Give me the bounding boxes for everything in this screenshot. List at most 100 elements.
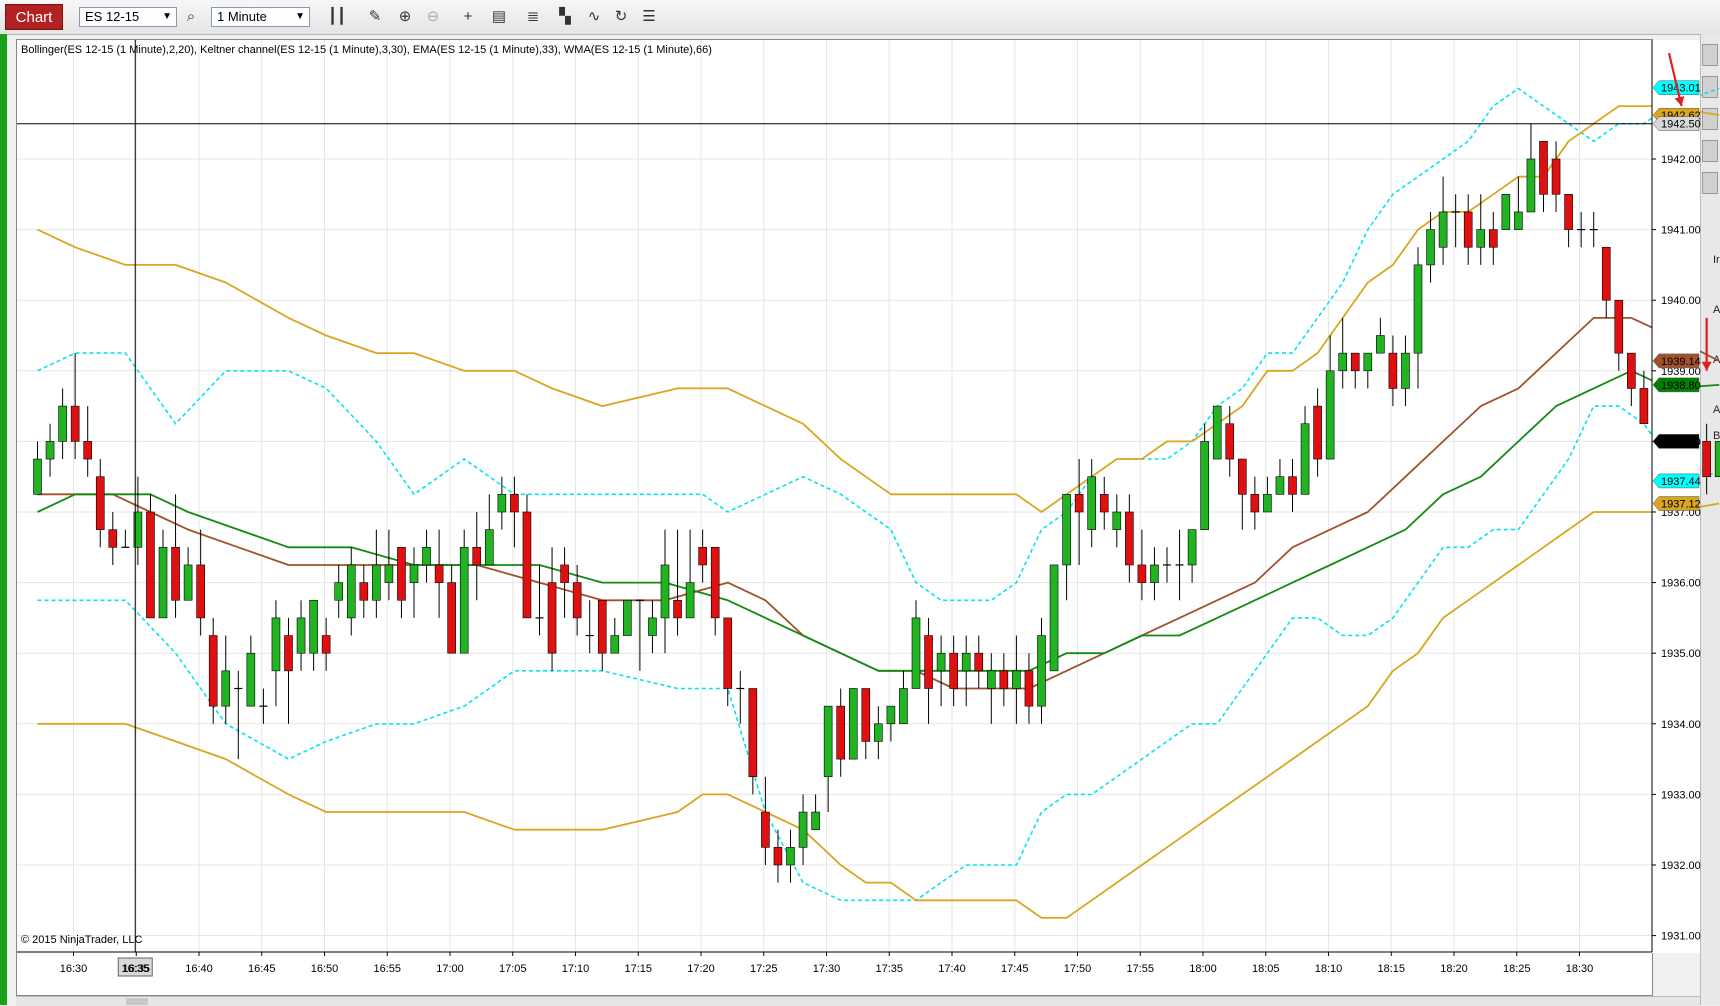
candle — [71, 353, 79, 459]
candle — [1540, 141, 1548, 212]
candle-body — [962, 653, 970, 671]
grid — [17, 40, 1652, 952]
candle-body — [347, 565, 355, 618]
candle — [536, 565, 544, 636]
candle-body — [335, 583, 343, 601]
candle-body — [372, 565, 380, 600]
candle-body — [1514, 212, 1522, 230]
candle — [222, 636, 230, 724]
candle-body — [623, 600, 631, 635]
x-tick-label: 17:00 — [436, 963, 464, 975]
copyright-text: © 2015 NinjaTrader, LLC — [21, 934, 142, 946]
candle — [59, 388, 67, 459]
candle — [1038, 618, 1046, 724]
candle-body — [1640, 388, 1648, 423]
candle-body — [648, 618, 656, 636]
candle — [322, 618, 330, 671]
candle — [1527, 124, 1535, 212]
candle — [1176, 530, 1184, 601]
candle-body — [987, 671, 995, 689]
red-arrow — [1702, 318, 1712, 371]
candle-body — [1439, 212, 1447, 247]
candle — [1100, 477, 1108, 530]
candle-body — [686, 583, 694, 618]
candle — [197, 530, 205, 636]
candle-body — [360, 583, 368, 601]
wma-66-line — [38, 371, 1720, 671]
candle-body — [1263, 494, 1271, 512]
candle-body — [285, 636, 293, 671]
candle — [711, 547, 719, 635]
candle — [297, 600, 305, 671]
candle — [1339, 318, 1347, 389]
candle-body — [611, 636, 619, 654]
x-tick-label: 17:45 — [1001, 963, 1029, 975]
candle-body — [937, 653, 945, 671]
candle — [272, 600, 280, 706]
candle — [460, 530, 468, 654]
candle-body — [1364, 353, 1372, 371]
price-marker: 1939.14 — [1653, 354, 1701, 368]
candle-body — [59, 406, 67, 441]
x-tick-label: 17:30 — [813, 963, 841, 975]
candle — [397, 547, 405, 618]
candle-body — [1540, 141, 1548, 194]
candle-body — [485, 530, 493, 565]
candle — [661, 530, 669, 654]
candle-body — [1615, 300, 1623, 353]
candle — [109, 512, 117, 565]
candle — [887, 706, 895, 741]
candle — [975, 636, 983, 689]
candle-body — [1703, 441, 1711, 476]
price-marker-label: 1938.00 — [1661, 436, 1701, 448]
candle — [1703, 424, 1711, 495]
candle — [423, 530, 431, 583]
price-marker: 1937.44 — [1653, 474, 1701, 488]
price-marker-label: 1939.14 — [1661, 356, 1701, 368]
price-marker-label: 1943.01 — [1661, 83, 1701, 95]
y-tick-label: 1942.00 — [1661, 154, 1701, 166]
candle — [962, 636, 970, 707]
candle — [937, 636, 945, 707]
price-marker-label: 1937.44 — [1661, 476, 1701, 488]
candle-body — [460, 547, 468, 653]
candle — [34, 441, 42, 494]
candle — [1602, 247, 1610, 318]
candle — [1301, 406, 1309, 494]
candle — [837, 689, 845, 777]
candle-body — [874, 724, 882, 742]
candle-body — [209, 636, 217, 707]
candle — [774, 830, 782, 883]
candle-body — [448, 583, 456, 654]
candle-body — [950, 653, 958, 688]
candle — [1401, 336, 1409, 407]
price-marker: 1938.00 — [1653, 434, 1701, 448]
candle — [159, 530, 167, 618]
candle-body — [1565, 194, 1573, 229]
candle — [1502, 194, 1510, 229]
candle — [410, 547, 418, 618]
candle — [623, 600, 631, 635]
candle-body — [1238, 459, 1246, 494]
x-tick-label: 17:35 — [875, 963, 903, 975]
candle-body — [761, 812, 769, 847]
price-marker-label: 1942.50 — [1661, 119, 1701, 131]
candle — [1213, 406, 1221, 459]
candle-body — [109, 530, 117, 548]
candle-body — [96, 477, 104, 530]
y-tick-label: 1935.00 — [1661, 648, 1701, 660]
candle — [1000, 653, 1008, 706]
candle — [473, 512, 481, 600]
candle — [372, 530, 380, 618]
candle-body — [1213, 406, 1221, 459]
candle-body — [473, 547, 481, 565]
candle-body — [184, 565, 192, 600]
candle — [925, 618, 933, 724]
candle — [234, 671, 242, 759]
ema-33-line — [38, 318, 1720, 689]
candle — [146, 494, 154, 618]
candlesticks — [34, 124, 1720, 883]
candle-body — [975, 653, 983, 671]
